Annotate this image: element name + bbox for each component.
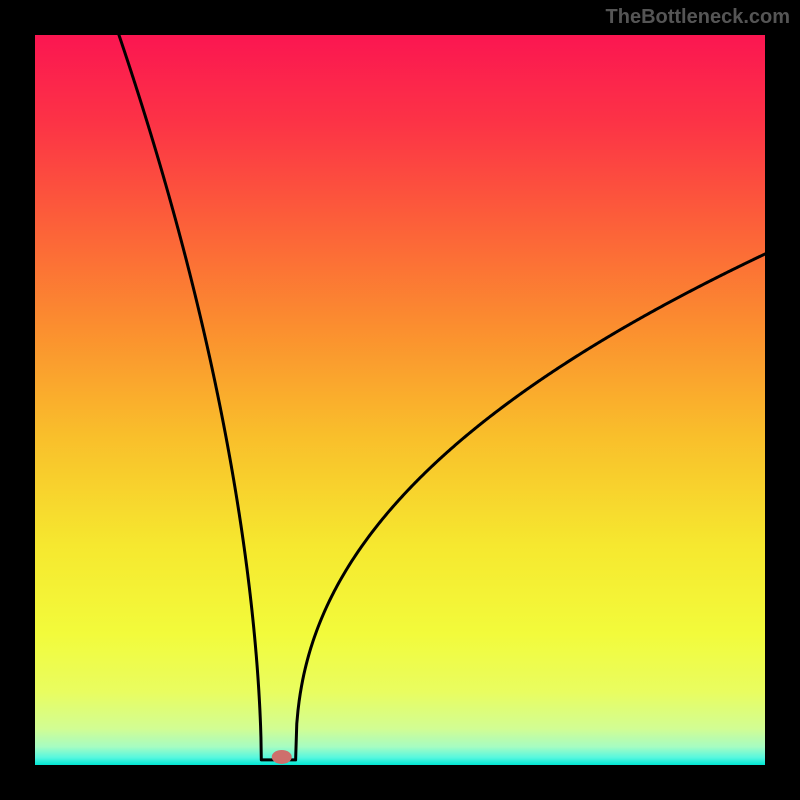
chart-svg bbox=[0, 0, 800, 800]
dip-marker bbox=[272, 750, 292, 764]
chart-container: TheBottleneck.com bbox=[0, 0, 800, 800]
gradient-background bbox=[35, 35, 765, 765]
watermark-text: TheBottleneck.com bbox=[606, 6, 790, 29]
